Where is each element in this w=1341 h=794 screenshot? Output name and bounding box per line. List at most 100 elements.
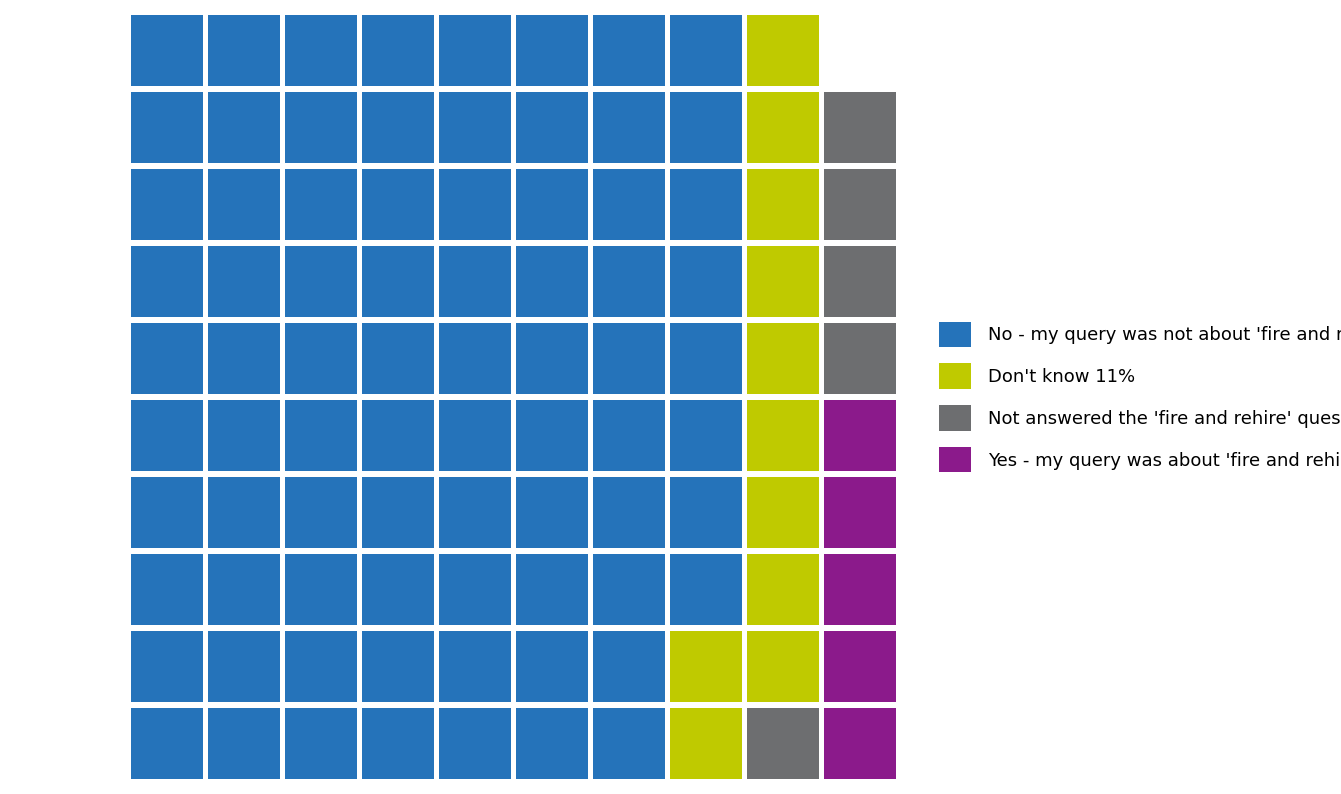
Bar bbox=[286, 476, 357, 549]
Legend: No - my query was not about 'fire and rehire' 78%, Don't know 11%, Not answered : No - my query was not about 'fire and re… bbox=[939, 322, 1341, 472]
Bar bbox=[670, 630, 742, 703]
Bar bbox=[286, 553, 357, 626]
Bar bbox=[362, 707, 434, 780]
Bar bbox=[131, 553, 202, 626]
Bar bbox=[440, 399, 511, 472]
Bar bbox=[208, 707, 280, 780]
Bar bbox=[670, 707, 742, 780]
Bar bbox=[208, 476, 280, 549]
Bar bbox=[825, 245, 896, 318]
Bar bbox=[286, 245, 357, 318]
Bar bbox=[131, 91, 202, 164]
Bar bbox=[131, 168, 202, 241]
Bar bbox=[516, 245, 587, 318]
Bar bbox=[747, 168, 819, 241]
Bar bbox=[131, 245, 202, 318]
Bar bbox=[593, 476, 665, 549]
Bar bbox=[440, 91, 511, 164]
Bar bbox=[286, 91, 357, 164]
Bar bbox=[208, 14, 280, 87]
Bar bbox=[593, 399, 665, 472]
Bar bbox=[825, 399, 896, 472]
Bar bbox=[131, 707, 202, 780]
Bar bbox=[747, 553, 819, 626]
Bar bbox=[286, 399, 357, 472]
Bar bbox=[440, 630, 511, 703]
Bar bbox=[516, 476, 587, 549]
Bar bbox=[208, 322, 280, 395]
Bar bbox=[516, 91, 587, 164]
Bar bbox=[440, 322, 511, 395]
Bar bbox=[747, 399, 819, 472]
Bar bbox=[593, 245, 665, 318]
Bar bbox=[440, 707, 511, 780]
Bar bbox=[131, 14, 202, 87]
Bar bbox=[362, 322, 434, 395]
Bar bbox=[747, 707, 819, 780]
Bar bbox=[362, 245, 434, 318]
Bar bbox=[362, 399, 434, 472]
Bar bbox=[286, 707, 357, 780]
Bar bbox=[516, 630, 587, 703]
Bar bbox=[593, 553, 665, 626]
Bar bbox=[670, 322, 742, 395]
Bar bbox=[208, 245, 280, 318]
Bar bbox=[747, 91, 819, 164]
Bar bbox=[362, 630, 434, 703]
Bar bbox=[131, 630, 202, 703]
Bar bbox=[747, 14, 819, 87]
Bar bbox=[747, 245, 819, 318]
Bar bbox=[440, 14, 511, 87]
Bar bbox=[593, 630, 665, 703]
Bar bbox=[208, 168, 280, 241]
Bar bbox=[516, 168, 587, 241]
Bar bbox=[593, 168, 665, 241]
Bar bbox=[747, 630, 819, 703]
Bar bbox=[516, 399, 587, 472]
Bar bbox=[362, 91, 434, 164]
Bar bbox=[593, 14, 665, 87]
Bar bbox=[440, 553, 511, 626]
Bar bbox=[362, 14, 434, 87]
Bar bbox=[362, 553, 434, 626]
Bar bbox=[286, 168, 357, 241]
Bar bbox=[593, 322, 665, 395]
Bar bbox=[825, 553, 896, 626]
Bar bbox=[362, 476, 434, 549]
Bar bbox=[825, 168, 896, 241]
Bar bbox=[208, 630, 280, 703]
Bar bbox=[825, 322, 896, 395]
Bar bbox=[286, 322, 357, 395]
Bar bbox=[825, 476, 896, 549]
Bar bbox=[131, 476, 202, 549]
Bar bbox=[670, 553, 742, 626]
Bar bbox=[208, 399, 280, 472]
Bar bbox=[516, 322, 587, 395]
Bar bbox=[516, 14, 587, 87]
Bar bbox=[670, 476, 742, 549]
Bar bbox=[670, 245, 742, 318]
Bar bbox=[440, 476, 511, 549]
Bar bbox=[825, 630, 896, 703]
Bar bbox=[593, 707, 665, 780]
Bar bbox=[670, 399, 742, 472]
Bar bbox=[362, 168, 434, 241]
Bar bbox=[440, 245, 511, 318]
Bar bbox=[825, 707, 896, 780]
Bar bbox=[516, 553, 587, 626]
Bar bbox=[593, 91, 665, 164]
Bar bbox=[516, 707, 587, 780]
Bar bbox=[131, 322, 202, 395]
Bar bbox=[670, 91, 742, 164]
Bar bbox=[747, 322, 819, 395]
Bar bbox=[131, 399, 202, 472]
Bar bbox=[747, 476, 819, 549]
Bar bbox=[670, 168, 742, 241]
Bar bbox=[208, 91, 280, 164]
Bar bbox=[286, 630, 357, 703]
Bar bbox=[286, 14, 357, 87]
Bar bbox=[208, 553, 280, 626]
Bar bbox=[670, 14, 742, 87]
Bar bbox=[440, 168, 511, 241]
Bar bbox=[825, 91, 896, 164]
